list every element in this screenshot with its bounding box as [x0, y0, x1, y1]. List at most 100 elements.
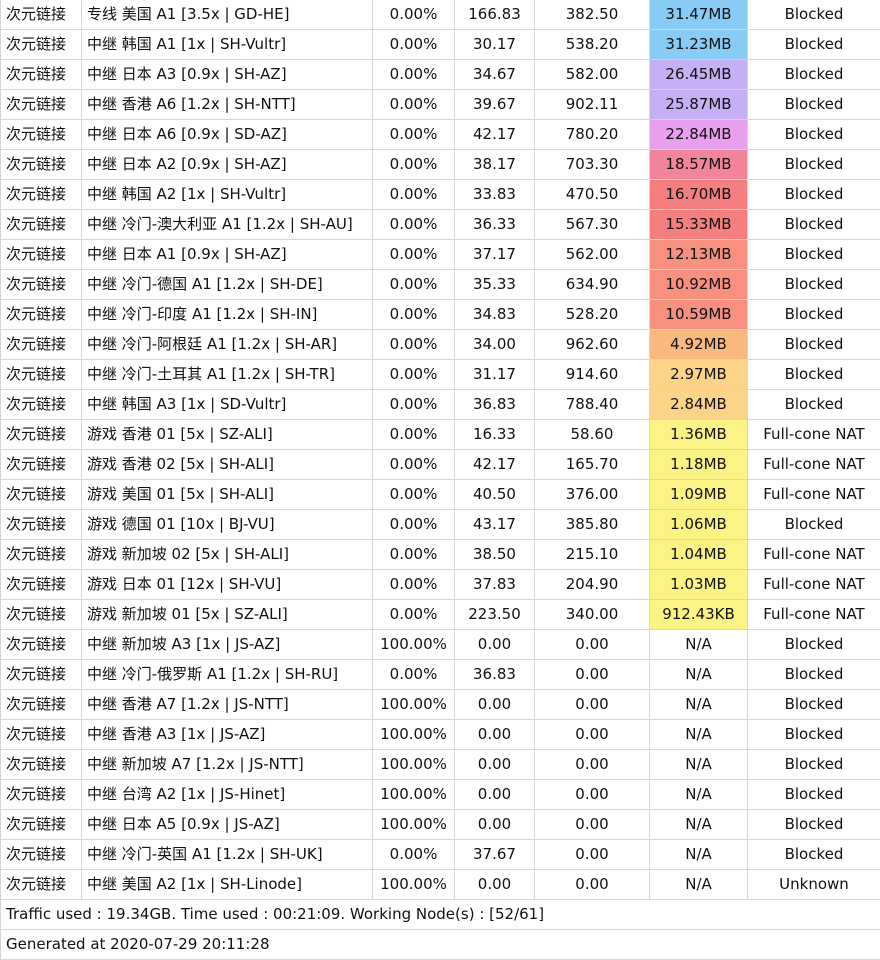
group-cell: 次元链接 — [1, 780, 82, 810]
group-cell: 次元链接 — [1, 420, 82, 450]
ping-cell: 223.50 — [455, 600, 535, 630]
google-ping-cell: 788.40 — [535, 390, 650, 420]
loss-cell: 100.00% — [373, 690, 455, 720]
loss-cell: 100.00% — [373, 870, 455, 900]
loss-cell: 0.00% — [373, 30, 455, 60]
nat-type-cell: Blocked — [748, 330, 880, 360]
table-row: 次元链接中继 冷门-德国 A1 [1.2x | SH-DE]0.00%35.33… — [1, 270, 880, 300]
group-cell: 次元链接 — [1, 270, 82, 300]
remark-cell: 中继 冷门-德国 A1 [1.2x | SH-DE] — [82, 270, 373, 300]
nat-type-cell: Blocked — [748, 750, 880, 780]
ping-cell: 166.83 — [455, 0, 535, 30]
remark-cell: 中继 美国 A2 [1x | SH-Linode] — [82, 870, 373, 900]
ping-cell: 30.17 — [455, 30, 535, 60]
ping-cell: 31.17 — [455, 360, 535, 390]
google-ping-cell: 703.30 — [535, 150, 650, 180]
remark-cell: 专线 美国 A1 [3.5x | GD-HE] — [82, 0, 373, 30]
google-ping-cell: 634.90 — [535, 270, 650, 300]
ping-cell: 43.17 — [455, 510, 535, 540]
google-ping-cell: 0.00 — [535, 870, 650, 900]
ping-cell: 0.00 — [455, 870, 535, 900]
group-cell: 次元链接 — [1, 570, 82, 600]
remark-cell: 中继 日本 A5 [0.9x | JS-AZ] — [82, 810, 373, 840]
table-row: 次元链接中继 美国 A2 [1x | SH-Linode]100.00%0.00… — [1, 870, 880, 900]
speed-cell: N/A — [650, 720, 748, 750]
speed-cell: 12.13MB — [650, 240, 748, 270]
speed-cell: N/A — [650, 630, 748, 660]
speed-cell: N/A — [650, 870, 748, 900]
loss-cell: 0.00% — [373, 180, 455, 210]
remark-cell: 中继 香港 A6 [1.2x | SH-NTT] — [82, 90, 373, 120]
google-ping-cell: 0.00 — [535, 660, 650, 690]
group-cell: 次元链接 — [1, 150, 82, 180]
remark-cell: 中继 冷门-印度 A1 [1.2x | SH-IN] — [82, 300, 373, 330]
speed-cell: 25.87MB — [650, 90, 748, 120]
ping-cell: 42.17 — [455, 120, 535, 150]
table-row: 次元链接中继 冷门-土耳其 A1 [1.2x | SH-TR]0.00%31.1… — [1, 360, 880, 390]
google-ping-cell: 528.20 — [535, 300, 650, 330]
remark-cell: 中继 日本 A1 [0.9x | SH-AZ] — [82, 240, 373, 270]
ping-cell: 40.50 — [455, 480, 535, 510]
loss-cell: 0.00% — [373, 660, 455, 690]
remark-cell: 中继 韩国 A1 [1x | SH-Vultr] — [82, 30, 373, 60]
remark-cell: 游戏 香港 02 [5x | SH-ALI] — [82, 450, 373, 480]
loss-cell: 0.00% — [373, 150, 455, 180]
loss-cell: 0.00% — [373, 570, 455, 600]
ping-cell: 36.83 — [455, 660, 535, 690]
google-ping-cell: 215.10 — [535, 540, 650, 570]
speed-cell: 31.47MB — [650, 0, 748, 30]
loss-cell: 100.00% — [373, 630, 455, 660]
nat-type-cell: Blocked — [748, 390, 880, 420]
speed-cell: N/A — [650, 780, 748, 810]
remark-cell: 中继 冷门-英国 A1 [1.2x | SH-UK] — [82, 840, 373, 870]
loss-cell: 0.00% — [373, 300, 455, 330]
ping-cell: 34.83 — [455, 300, 535, 330]
google-ping-cell: 204.90 — [535, 570, 650, 600]
loss-cell: 100.00% — [373, 750, 455, 780]
google-ping-cell: 538.20 — [535, 30, 650, 60]
google-ping-cell: 0.00 — [535, 840, 650, 870]
speed-cell: 1.18MB — [650, 450, 748, 480]
ping-cell: 37.67 — [455, 840, 535, 870]
nat-type-cell: Blocked — [748, 300, 880, 330]
nat-type-cell: Blocked — [748, 240, 880, 270]
ping-cell: 34.67 — [455, 60, 535, 90]
speed-cell: 1.04MB — [650, 540, 748, 570]
speed-cell: 2.97MB — [650, 360, 748, 390]
nat-type-cell: Full-cone NAT — [748, 600, 880, 630]
loss-cell: 100.00% — [373, 720, 455, 750]
group-cell: 次元链接 — [1, 0, 82, 30]
loss-cell: 0.00% — [373, 480, 455, 510]
nat-type-cell: Blocked — [748, 150, 880, 180]
speed-cell: 22.84MB — [650, 120, 748, 150]
group-cell: 次元链接 — [1, 120, 82, 150]
speed-cell: 1.03MB — [650, 570, 748, 600]
loss-cell: 0.00% — [373, 390, 455, 420]
loss-cell: 0.00% — [373, 450, 455, 480]
group-cell: 次元链接 — [1, 300, 82, 330]
ping-cell: 37.17 — [455, 240, 535, 270]
ping-cell: 0.00 — [455, 750, 535, 780]
google-ping-cell: 562.00 — [535, 240, 650, 270]
speed-cell: 1.06MB — [650, 510, 748, 540]
remark-cell: 中继 日本 A2 [0.9x | SH-AZ] — [82, 150, 373, 180]
speed-cell: 2.84MB — [650, 390, 748, 420]
summary-row: Traffic used : 19.34GB. Time used : 00:2… — [1, 900, 880, 930]
nat-type-cell: Full-cone NAT — [748, 540, 880, 570]
speed-cell: 18.57MB — [650, 150, 748, 180]
group-cell: 次元链接 — [1, 630, 82, 660]
nat-type-cell: Blocked — [748, 270, 880, 300]
nat-type-cell: Blocked — [748, 690, 880, 720]
google-ping-cell: 382.50 — [535, 0, 650, 30]
nat-type-cell: Blocked — [748, 630, 880, 660]
generated-timestamp: Generated at 2020-07-29 20:11:28 — [1, 930, 880, 960]
group-cell: 次元链接 — [1, 390, 82, 420]
speed-cell: N/A — [650, 690, 748, 720]
